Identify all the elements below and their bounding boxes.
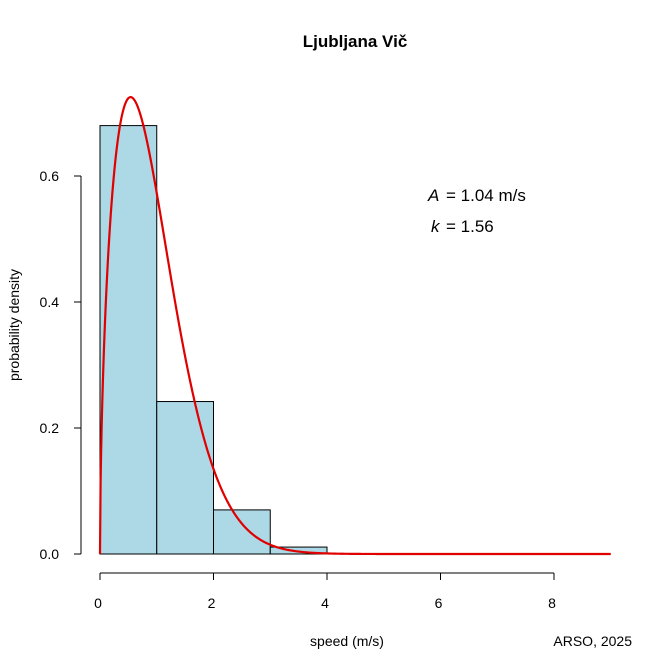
histogram-bar xyxy=(213,509,271,555)
annotation-k-value: = 1.56 xyxy=(446,217,494,236)
annotation-a-symbol: A xyxy=(427,186,439,205)
y-axis-label: probability density xyxy=(6,269,22,381)
fit-annotation-k: k = 1.56 xyxy=(431,217,494,236)
x-tick-label: 4 xyxy=(321,595,329,611)
x-tick-label: 2 xyxy=(208,595,216,611)
y-axis: 0.0 0.2 0.4 0.6 xyxy=(40,168,82,562)
histogram-bars xyxy=(99,125,328,555)
source-credit: ARSO, 2025 xyxy=(553,633,632,649)
y-tick-label: 0.4 xyxy=(40,294,60,310)
x-axis-label: speed (m/s) xyxy=(310,633,384,649)
annotation-a-value: = 1.04 m/s xyxy=(446,186,526,205)
x-tick-label: 0 xyxy=(94,595,102,611)
y-tick-label: 0.6 xyxy=(40,168,60,184)
weibull-fit-curve xyxy=(98,96,611,556)
x-tick-label: 8 xyxy=(548,595,556,611)
annotation-k-symbol: k xyxy=(431,217,441,236)
chart-title: Ljubljana Vič xyxy=(303,32,408,51)
x-axis: 0 2 4 6 8 xyxy=(94,572,556,611)
y-tick-label: 0.0 xyxy=(40,546,60,562)
histogram-bar xyxy=(156,401,214,555)
histogram-bar xyxy=(99,125,158,555)
fit-annotation-a: A = 1.04 m/s xyxy=(427,186,526,205)
x-tick-label: 6 xyxy=(435,595,443,611)
y-tick-label: 0.2 xyxy=(40,420,60,436)
